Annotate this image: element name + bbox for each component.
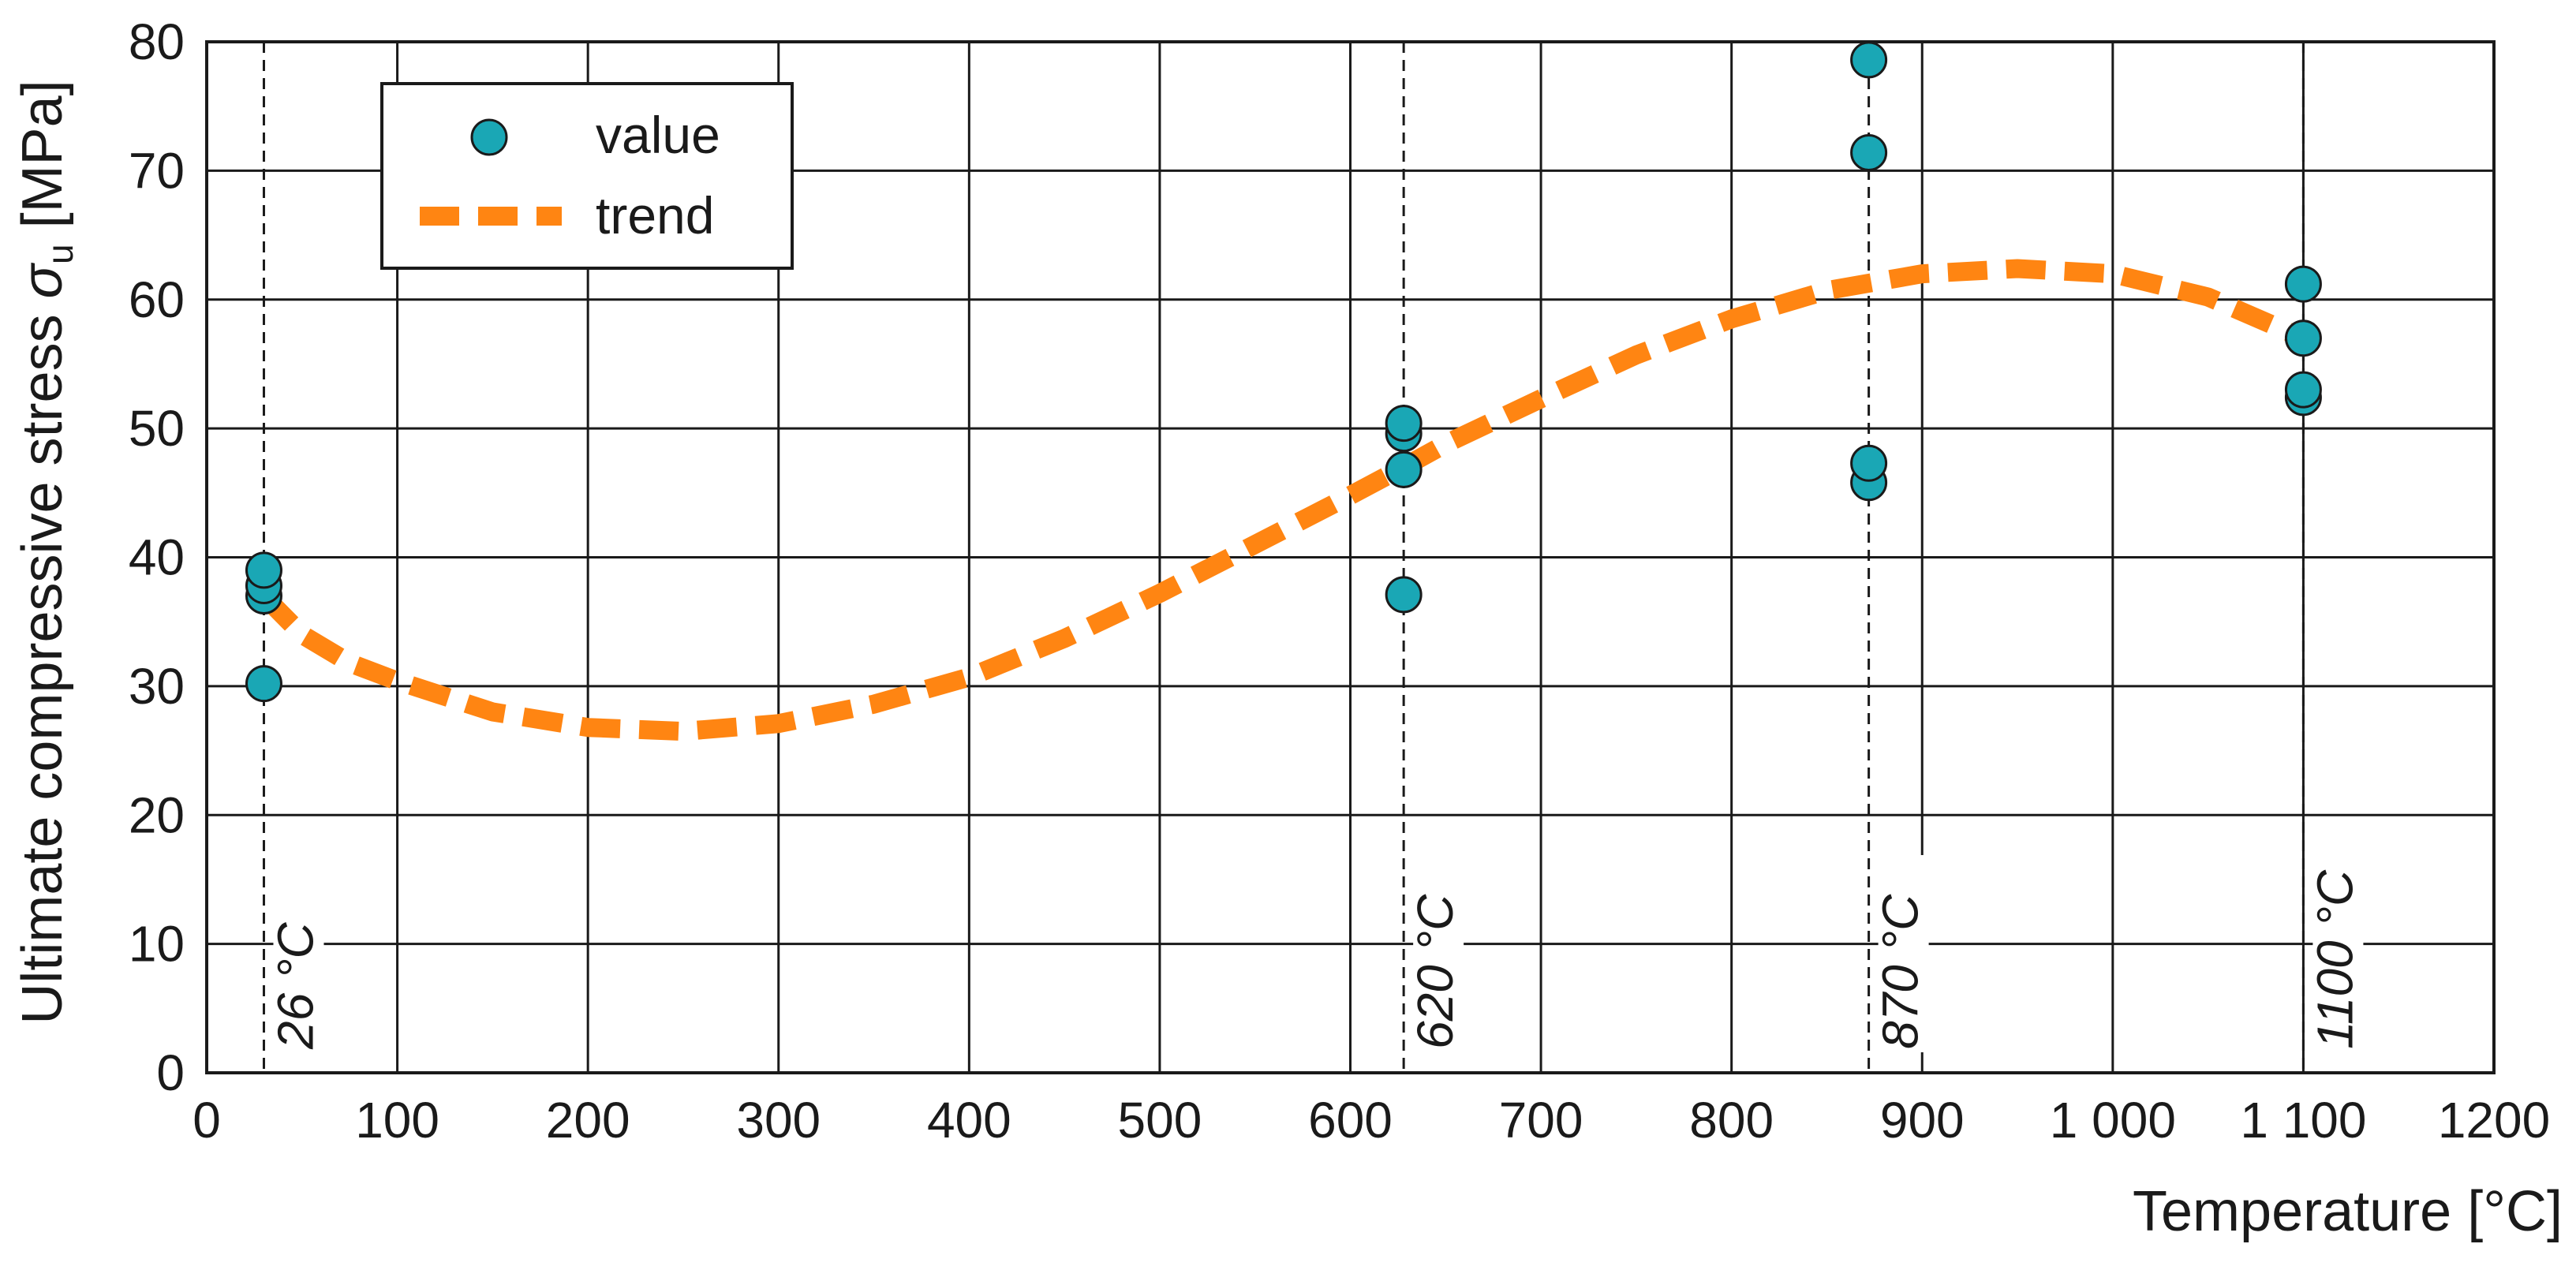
y-tick-label: 60 (129, 271, 185, 328)
legend-value-marker (470, 118, 508, 156)
y-tick-label: 20 (129, 786, 185, 843)
data-point (245, 551, 282, 589)
data-point (2284, 319, 2322, 357)
x-tick-label: 400 (927, 1092, 1011, 1149)
data-point (1385, 450, 1423, 488)
x-tick-label: 0 (193, 1092, 221, 1149)
x-tick-label: 500 (1118, 1092, 1202, 1149)
legend: value trend (380, 82, 794, 270)
value-series (245, 41, 2322, 703)
data-point (2284, 371, 2322, 409)
y-axis-title-text: Ultimate compressive stress (11, 298, 74, 1024)
reference-label-bg (1878, 855, 1929, 1052)
x-axis-title: Temperature [°C] (2133, 1180, 2563, 1243)
data-point (1850, 134, 1888, 172)
data-point (2284, 265, 2322, 303)
y-axis-title-subscript: u (39, 244, 80, 264)
reference-line-label: 620 °C (1407, 894, 1464, 1049)
reference-label-bg (273, 883, 324, 1052)
y-tick-label: 30 (129, 658, 185, 715)
reference-line-label: 1100 °C (2306, 869, 2363, 1049)
legend-box (380, 82, 794, 270)
trend-series (256, 259, 2308, 741)
data-point (1385, 405, 1423, 443)
x-tick-label: 600 (1308, 1092, 1393, 1149)
y-axis-title-symbol: σ (11, 262, 74, 298)
x-tick-label: 700 (1499, 1092, 1583, 1149)
x-tick-label: 1200 (2438, 1092, 2550, 1149)
y-tick-label: 80 (129, 13, 185, 70)
y-axis-title: Ultimate compressive stress σu [MPa] (11, 80, 80, 1024)
x-tick-label: 800 (1689, 1092, 1774, 1149)
y-tick-label: 10 (129, 916, 185, 973)
x-tick-label: 900 (1880, 1092, 1965, 1149)
data-point (1385, 576, 1423, 614)
legend-trend-label: trend (596, 186, 714, 245)
x-tick-label: 1 100 (2240, 1092, 2366, 1149)
y-axis-title-unit: [MPa] (11, 80, 74, 244)
reference-label-bg (1413, 855, 1464, 1052)
x-tick-label: 300 (736, 1092, 821, 1149)
x-tick-labels: 0 100 200 300 400 500 600 700 800 900 1 000 1 100 12… (193, 1092, 2550, 1149)
x-tick-label: 200 (546, 1092, 630, 1149)
legend-value-label: value (596, 106, 720, 164)
x-tick-label: 100 (355, 1092, 439, 1149)
y-tick-labels: 0 10 20 30 40 50 60 70 80 (129, 13, 185, 1101)
trend-line (256, 259, 2308, 741)
reference-line-label: 870 °C (1872, 894, 1929, 1049)
y-tick-label: 0 (156, 1044, 185, 1101)
plot-frame (205, 40, 2496, 1074)
y-tick-label: 70 (129, 142, 185, 199)
data-point (245, 665, 282, 703)
reference-lines: 26 °C 620 °C 870 °C 1100 °C (262, 42, 2364, 1073)
y-tick-label: 40 (129, 529, 185, 586)
reference-label-bg (2312, 827, 2364, 1052)
data-point (1850, 41, 1888, 79)
y-tick-label: 50 (129, 400, 185, 457)
x-tick-label: 1 000 (2050, 1092, 2176, 1149)
reference-line-label: 26 °C (267, 921, 323, 1050)
data-point (1850, 444, 1888, 482)
